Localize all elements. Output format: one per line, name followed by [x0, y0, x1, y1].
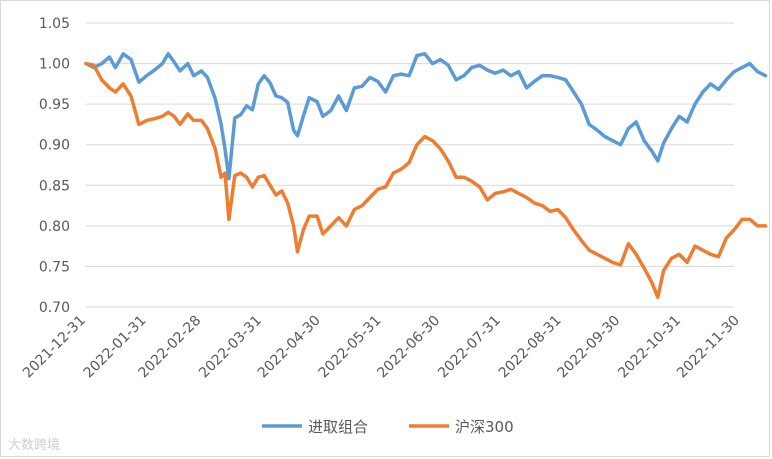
y-tick-label: 0.70: [39, 300, 70, 316]
x-tick-label: 2022-09-30: [555, 313, 624, 382]
y-tick-label: 0.85: [39, 178, 70, 194]
x-axis: 2021-12-312022-01-312022-02-282022-03-31…: [20, 306, 743, 382]
y-axis: 1.05 1.00 0.95 0.90 0.85 0.80 0.75 0.70: [39, 16, 70, 316]
series-line-0: [84, 52, 768, 181]
y-tick-label: 1.00: [39, 57, 70, 73]
y-tick-label: 0.80: [39, 219, 70, 235]
x-tick-label: 2021-12-31: [20, 313, 89, 382]
x-tick-label: 2022-04-30: [255, 313, 324, 382]
x-tick-label: 2022-06-30: [374, 313, 443, 382]
watermark: 大数跨境: [8, 438, 61, 453]
x-tick-label: 2022-07-31: [435, 313, 504, 382]
y-tick-label: 0.75: [39, 259, 70, 275]
y-tick-label: 0.90: [39, 138, 70, 154]
y-tick-label: 0.95: [39, 97, 70, 113]
series-lines: [84, 52, 768, 300]
legend-label-1: 沪深300: [455, 418, 514, 436]
legend: 进取组合 沪深300: [262, 418, 514, 436]
series-line-1: [84, 61, 768, 300]
legend-label-0: 进取组合: [308, 418, 368, 436]
y-tick-label: 1.05: [39, 16, 70, 32]
x-tick-label: 2022-11-30: [674, 313, 743, 382]
